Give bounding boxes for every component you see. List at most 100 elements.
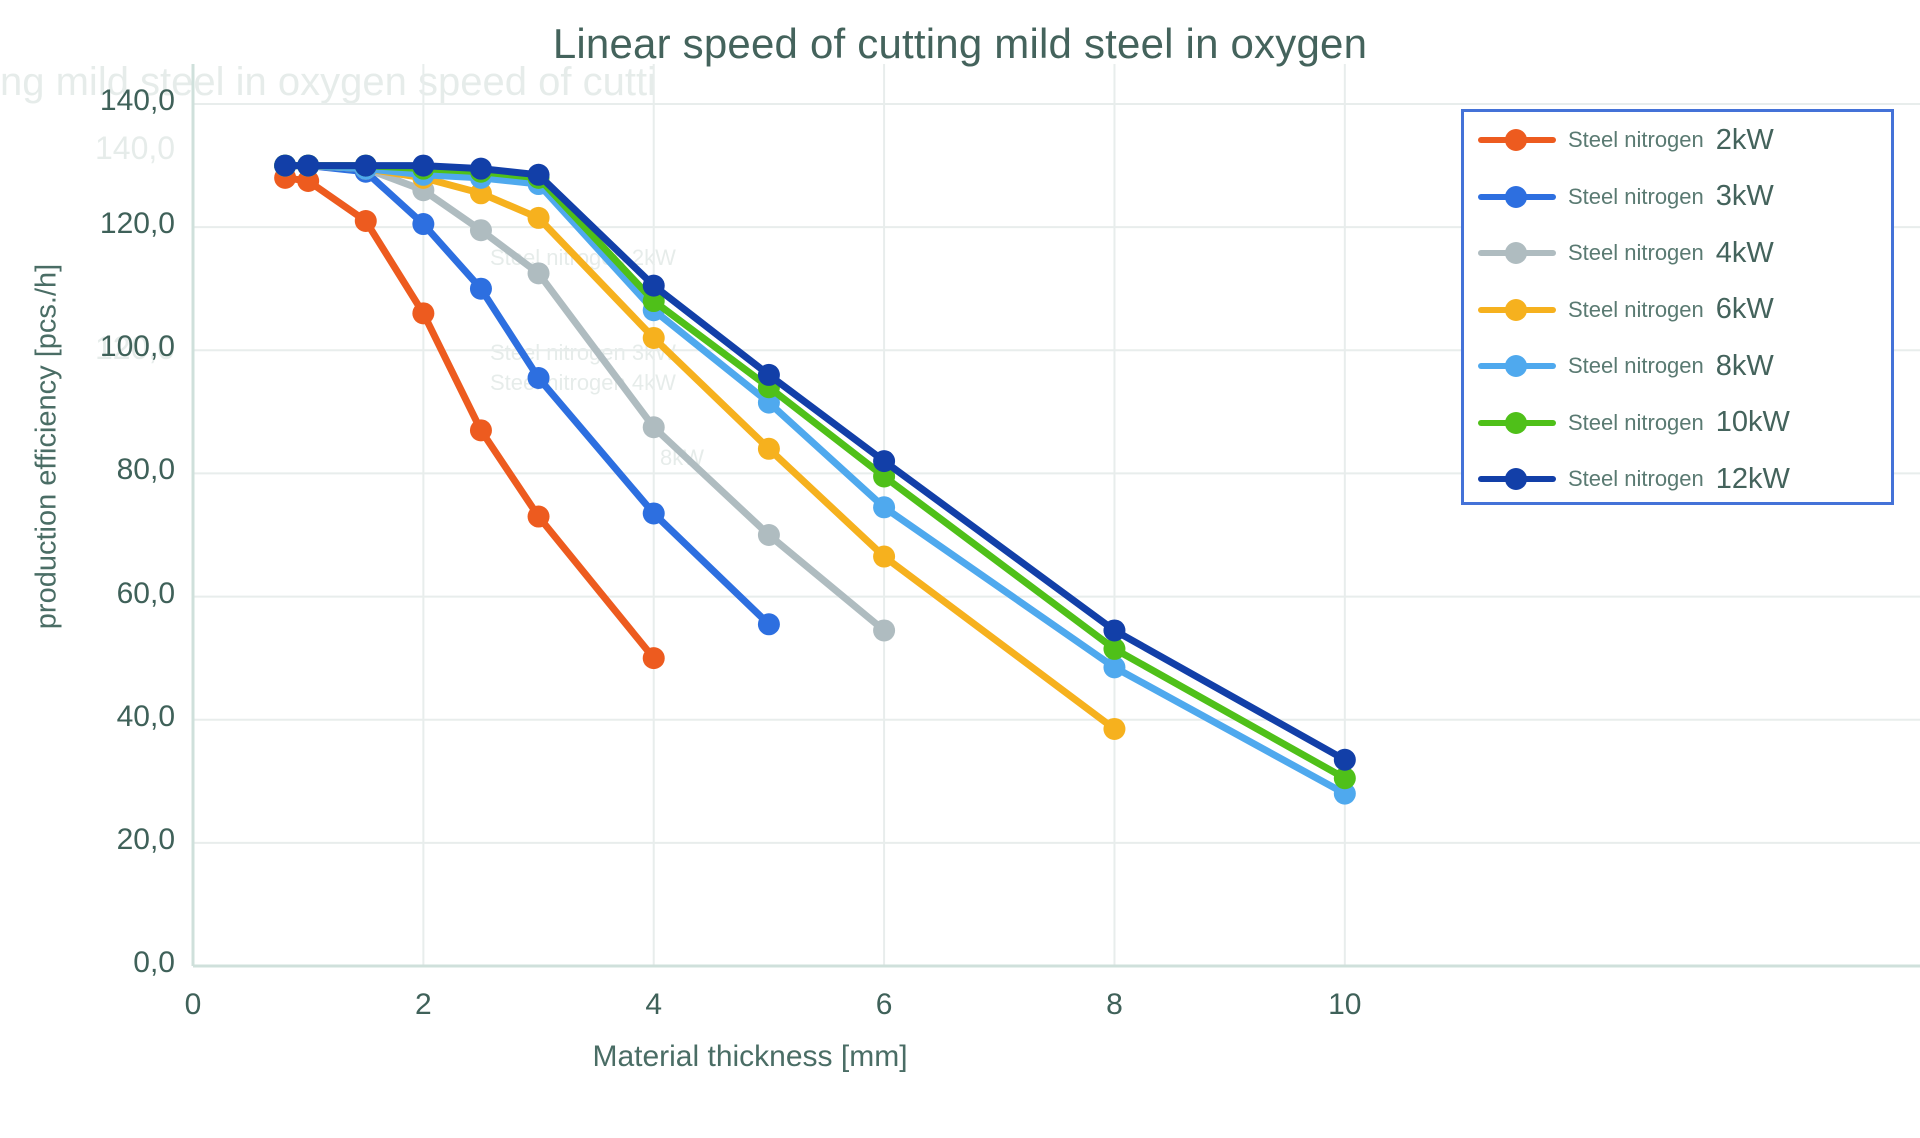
legend-item-label: Steel nitrogen <box>1568 296 1704 322</box>
data-point <box>642 274 665 297</box>
legend-item-power: 6kW <box>1715 293 1774 326</box>
data-point <box>1333 748 1356 771</box>
legend-swatch-icon <box>1478 240 1556 266</box>
legend-item-power: 12kW <box>1715 462 1790 495</box>
y-tick-label: 120,0 <box>99 207 175 241</box>
data-point <box>1333 767 1356 790</box>
data-point <box>1103 637 1126 660</box>
data-point <box>469 277 492 300</box>
series-line <box>281 162 773 628</box>
data-point <box>354 209 377 232</box>
data-point <box>274 154 297 177</box>
data-point <box>757 391 780 414</box>
legend-item-10kw[interactable]: Steel nitrogen 10kW <box>1464 395 1891 452</box>
y-tick-label: 20,0 <box>116 822 175 856</box>
data-point <box>412 302 435 325</box>
data-point <box>469 182 492 205</box>
data-point <box>527 206 550 229</box>
legend-item-power: 8kW <box>1715 349 1774 382</box>
legend-item-label: Steel nitrogen <box>1568 183 1704 209</box>
data-point <box>469 157 492 180</box>
legend-swatch-icon <box>1478 410 1556 436</box>
legend-item-2kw[interactable]: Steel nitrogen 2kW <box>1464 112 1891 169</box>
legend-item-3kw[interactable]: Steel nitrogen 3kW <box>1464 169 1891 226</box>
y-tick-label: 40,0 <box>116 699 175 733</box>
legend-item-power: 3kW <box>1715 180 1774 213</box>
series-10kw <box>274 154 1356 790</box>
x-axis-title: Material thickness [mm] <box>592 1040 908 1073</box>
data-point <box>527 505 550 528</box>
data-point <box>1103 656 1126 679</box>
data-point <box>527 262 550 285</box>
series-layer <box>274 154 1356 805</box>
data-point <box>642 326 665 349</box>
data-point <box>1333 782 1356 805</box>
legend-item-6kw[interactable]: Steel nitrogen 6kW <box>1464 282 1891 339</box>
data-point <box>354 154 377 177</box>
series-line <box>281 162 1118 733</box>
x-tick-label: 8 <box>1106 988 1123 1021</box>
y-tick-label: 0,0 <box>133 946 175 979</box>
legend-item-power: 2kW <box>1715 123 1774 156</box>
data-point <box>527 366 550 389</box>
legend-item-label: Steel nitrogen <box>1568 240 1704 266</box>
data-point <box>642 416 665 439</box>
legend-item-8kw[interactable]: Steel nitrogen 8kW <box>1464 338 1891 395</box>
data-point <box>642 502 665 525</box>
legend-swatch-icon <box>1478 184 1556 210</box>
legend-item-4kw[interactable]: Steel nitrogen 4kW <box>1464 225 1891 282</box>
y-tick-label: 60,0 <box>116 576 175 610</box>
y-tick-label: 140,0 <box>99 84 175 117</box>
data-point <box>642 647 665 670</box>
legend-swatch-icon <box>1478 127 1556 153</box>
legend-item-label: Steel nitrogen <box>1568 466 1704 492</box>
series-line <box>281 162 1349 798</box>
series-8kw <box>274 154 1356 805</box>
series-12kw <box>274 154 1356 771</box>
chart-title: Linear speed of cutting mild steel in ox… <box>552 20 1368 67</box>
legend[interactable]: Steel nitrogen 2kW Steel nitrogen 3kW Steel … <box>1461 109 1894 505</box>
data-point <box>873 619 896 642</box>
series-6kw <box>274 154 1126 740</box>
y-tick-label: 80,0 <box>116 453 175 487</box>
y-axis-title: production efficiency [pcs./h] <box>30 263 63 630</box>
x-tick-label: 6 <box>875 988 893 1021</box>
axis-lines <box>191 64 1920 968</box>
x-tick-label: 4 <box>645 988 663 1021</box>
legend-item-label: Steel nitrogen <box>1568 409 1704 435</box>
data-point <box>297 169 320 192</box>
legend-item-power: 10kW <box>1715 406 1790 439</box>
data-point <box>642 290 665 313</box>
data-point <box>1103 619 1126 642</box>
data-point <box>873 450 896 473</box>
data-point <box>873 545 896 568</box>
x-tick-label: 10 <box>1328 988 1362 1021</box>
data-point <box>412 154 435 177</box>
x-tick-label: 0 <box>184 988 202 1021</box>
legend-swatch-icon <box>1478 466 1556 492</box>
data-point <box>469 419 492 442</box>
legend-swatch-icon <box>1478 353 1556 379</box>
data-point <box>873 496 896 519</box>
y-tick-label: 100,0 <box>99 330 175 364</box>
series-line <box>281 162 1349 782</box>
data-point <box>297 154 320 177</box>
data-point <box>757 437 780 460</box>
series-line <box>281 162 1349 764</box>
legend-item-power: 4kW <box>1715 236 1774 269</box>
x-tick-label: 2 <box>415 988 432 1021</box>
legend-item-12kw[interactable]: Steel nitrogen 12kW <box>1464 451 1891 508</box>
legend-item-label: Steel nitrogen <box>1568 353 1704 379</box>
data-point <box>527 163 550 186</box>
data-point <box>1103 717 1126 740</box>
data-point <box>757 613 780 636</box>
legend-swatch-icon <box>1478 297 1556 323</box>
data-point <box>757 524 780 546</box>
data-point <box>412 213 435 236</box>
data-point <box>757 363 780 386</box>
data-point <box>469 219 492 242</box>
legend-item-label: Steel nitrogen <box>1568 127 1704 153</box>
data-point <box>873 465 896 488</box>
